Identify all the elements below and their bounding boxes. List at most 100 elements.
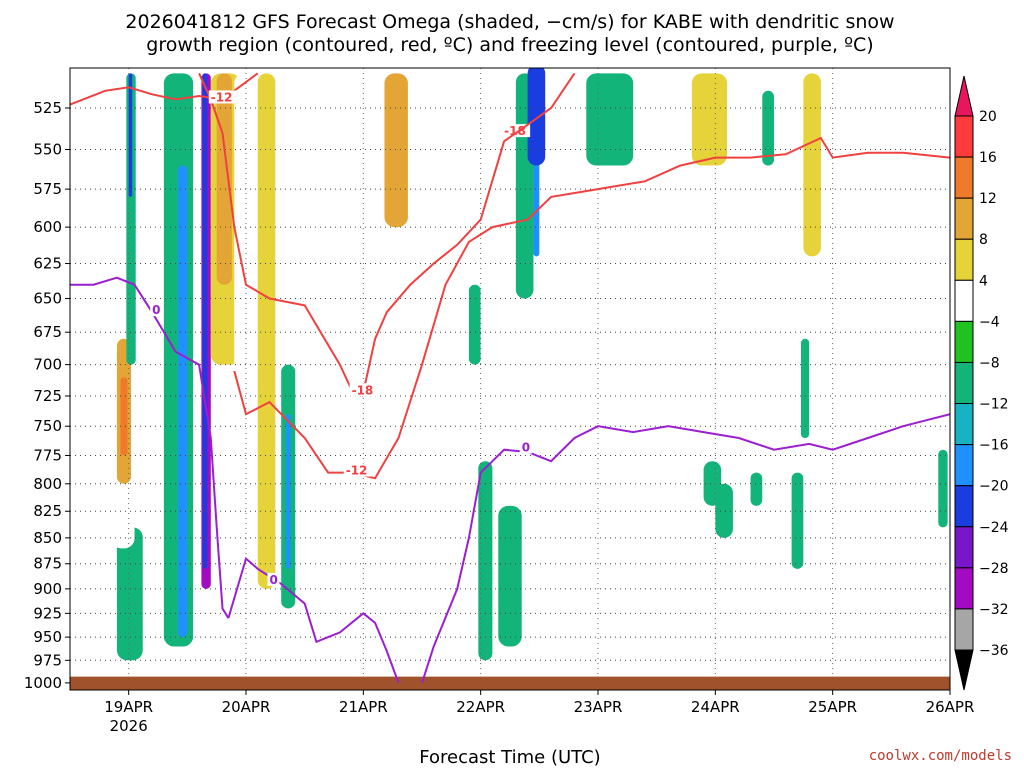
y-tick-label-950: 950 — [33, 628, 62, 646]
dgz-contour-3 — [233, 136, 950, 480]
y-tick-label-675: 675 — [33, 323, 62, 341]
freezing-contour-label-2: 0 — [522, 441, 530, 455]
colorbar-bottom-arrow — [954, 649, 974, 691]
y-tick-label-800: 800 — [33, 475, 62, 493]
colorbar-label-3: 8 — [979, 232, 988, 248]
x-axis-label: Forecast Time (UTC) — [419, 747, 600, 768]
y-tick-label-775: 775 — [33, 446, 62, 464]
omega-region-33 — [803, 73, 821, 257]
dgz-contour-label-3: -12 — [346, 464, 368, 478]
x-tick-label-20: 20APR — [222, 698, 271, 716]
dgz-contour-label-0: -18 — [504, 124, 526, 138]
omega-region-27 — [498, 505, 522, 647]
chart-title-line-1: 2026041812 GFS Forecast Omega (shaded, −… — [125, 11, 894, 33]
colorbar-swatch-7 — [954, 361, 974, 405]
plot-frame — [69, 67, 951, 691]
y-tick-label-925: 925 — [33, 604, 62, 622]
y-tick-label-725: 725 — [33, 387, 62, 405]
colorbar-label-11: −28 — [979, 561, 1009, 577]
colorbar-label-2: 12 — [979, 191, 997, 207]
dgz-contour-1 — [198, 72, 364, 397]
omega-region-32 — [762, 90, 774, 166]
y-tick-label-550: 550 — [33, 140, 62, 158]
colorbar-label-6: −8 — [979, 355, 1000, 371]
freezing-contour-label-0: 0 — [152, 303, 160, 317]
colorbar-swatch-12 — [954, 567, 974, 610]
freezing-contour-2 — [421, 413, 950, 684]
omega-region-18 — [298, 73, 317, 390]
contour-layer: -18 -12 -18 -12 0 0 0 — [70, 72, 950, 684]
colorbar-swatch-1 — [954, 115, 974, 158]
y-tick-label-750: 750 — [33, 417, 62, 435]
omega-region-15 — [257, 73, 276, 589]
omega-region-41 — [674, 598, 683, 633]
freezing-label-bg-0 — [150, 303, 163, 317]
colorbar-label-7: −12 — [979, 397, 1009, 413]
omega-region-31 — [691, 73, 728, 166]
omega-shading-layer — [111, 68, 948, 665]
x-tick-label-22: 22APR — [456, 698, 505, 716]
dgz-contour-2 — [362, 72, 576, 393]
plot-area: -18 -12 -18 -12 0 0 0 — [69, 67, 951, 691]
omega-region-29 — [586, 73, 634, 166]
y-tick-label-575: 575 — [33, 180, 62, 198]
omega-region-30 — [656, 73, 692, 299]
x-tick-label-26: 26APR — [926, 698, 975, 716]
omega-region-6 — [128, 73, 133, 197]
omega-region-26 — [478, 461, 493, 661]
colorbar-top-arrow — [954, 75, 974, 117]
colorbar-swatch-5 — [954, 279, 974, 322]
omega-region-23 — [480, 73, 516, 365]
y-tick-label-825: 825 — [33, 502, 62, 520]
colorbar-swatch-6 — [954, 320, 974, 363]
omega-region-28 — [527, 68, 546, 166]
omega-region-20 — [384, 73, 408, 228]
y-tick-label-875: 875 — [33, 555, 62, 573]
dgz-label-bg-3 — [343, 463, 372, 477]
colorbar-swatch-11 — [954, 526, 974, 569]
omega-region-38 — [715, 483, 733, 538]
dgz-contour-label-1: -12 — [211, 90, 233, 104]
omega-region-43 — [433, 568, 458, 638]
dgz-contour-label-2: -18 — [352, 383, 374, 397]
colorbar-swatch-3 — [954, 197, 974, 240]
colorbar-label-4: 4 — [979, 273, 988, 289]
omega-region-42 — [580, 588, 593, 656]
colorbar-label-12: −32 — [979, 602, 1009, 618]
omega-region-40 — [938, 449, 948, 528]
omega-region-17 — [285, 414, 291, 569]
y-tick-label-700: 700 — [33, 356, 62, 374]
freezing-contour-1 — [227, 556, 400, 684]
colorbar-swatch-9 — [954, 444, 974, 487]
x-tick-label-23: 23APR — [574, 698, 623, 716]
y-tick-label-525: 525 — [33, 99, 62, 117]
colorbar-label-5: −4 — [979, 314, 1000, 330]
x-tick-label-21: 21APR — [339, 698, 388, 716]
dgz-label-bg-2 — [349, 383, 378, 397]
y-tick-label-625: 625 — [33, 255, 62, 273]
omega-region-4 — [120, 377, 128, 456]
colorbar-swatch-13 — [954, 608, 974, 651]
x-tick-label-24: 24APR — [691, 698, 740, 716]
colorbar-legend: 20 16 12 8 4 −4 −8 −12 −16 −20 −24 −28 −32 −36 — [954, 75, 1009, 691]
omega-region-37 — [750, 472, 763, 506]
terrain-layer — [70, 676, 950, 690]
colorbar-swatch-10 — [954, 485, 974, 528]
colorbar-swatch-8 — [954, 403, 974, 446]
x-tick-label-25: 25APR — [808, 698, 857, 716]
colorbar-label-13: −36 — [979, 643, 1009, 659]
pressure-axis: 525 550 575 600 625 650 675 700 725 750 775 800 825 8… — [24, 99, 70, 692]
y-tick-label-975: 975 — [33, 651, 62, 669]
omega-region-13 — [216, 73, 232, 285]
colorbar-label-10: −24 — [979, 520, 1009, 536]
terrain-band — [70, 676, 950, 690]
colorbar-label-1: 16 — [979, 150, 997, 166]
y-tick-label-650: 650 — [33, 290, 62, 308]
omega-region-35 — [800, 338, 810, 439]
colorbar-label-9: −20 — [979, 479, 1009, 495]
freezing-contour-label-1: 0 — [269, 573, 277, 587]
colorbar-label-0: 20 — [979, 109, 997, 125]
dgz-contour-0 — [70, 72, 259, 106]
